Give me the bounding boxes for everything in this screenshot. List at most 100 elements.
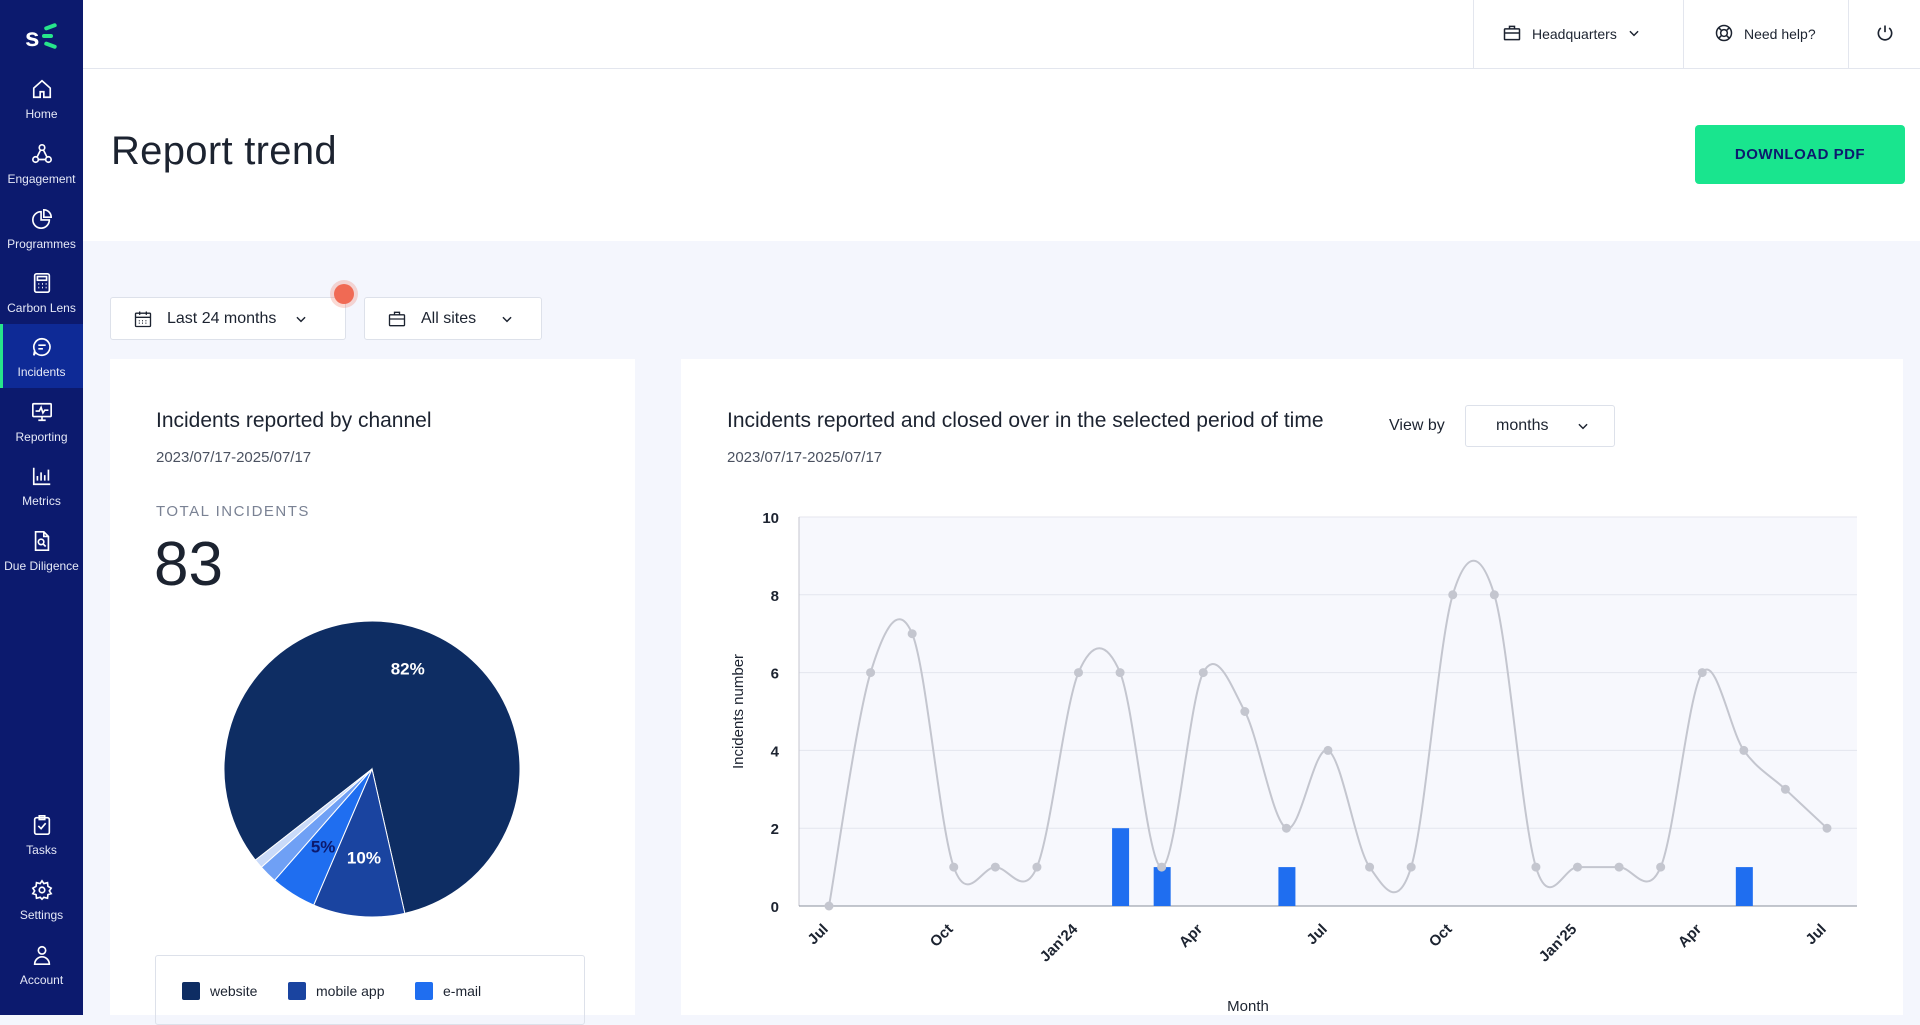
sidebar-item-reporting[interactable]: Reporting — [0, 389, 83, 453]
y-axis-label: Incidents number — [730, 654, 747, 769]
document-search-icon — [29, 528, 55, 554]
period-filter[interactable]: Last 24 months — [110, 297, 346, 340]
line-point — [907, 629, 917, 639]
sidebar-item-home[interactable]: Home — [0, 66, 83, 130]
y-tick-label: 4 — [771, 743, 780, 760]
user-icon — [29, 942, 55, 968]
location-selector[interactable]: Headquarters — [1473, 0, 1683, 68]
notification-dot — [334, 284, 354, 304]
sidebar-item-label: Due Diligence — [4, 558, 79, 573]
line-point — [1780, 784, 1790, 794]
bar — [1278, 867, 1296, 906]
network-icon — [29, 141, 55, 167]
bar — [1735, 867, 1753, 906]
y-tick-label: 10 — [762, 510, 779, 527]
chevron-down-icon — [1576, 419, 1590, 433]
sidebar-item-incidents[interactable]: Incidents — [0, 324, 83, 388]
line-point — [1697, 668, 1707, 678]
x-tick-label: Apr — [1176, 921, 1206, 951]
sidebar-item-label: Home — [25, 106, 58, 121]
x-tick-label: Oct — [1426, 921, 1456, 951]
line-point — [1198, 668, 1208, 678]
location-label: Headquarters — [1532, 26, 1617, 42]
sidebar-item-label: Incidents — [17, 364, 66, 379]
x-tick-label: Jul — [1303, 921, 1330, 948]
sidebar-item-metrics[interactable]: Metrics — [0, 453, 83, 517]
y-tick-label: 0 — [771, 899, 779, 916]
line-point — [1448, 590, 1458, 600]
x-tick-label: Jul — [1802, 921, 1829, 948]
line-point — [1240, 707, 1250, 716]
pie-chart-icon — [29, 206, 55, 232]
top-bar: Headquarters Need help? — [83, 0, 1920, 69]
line-point — [866, 668, 876, 678]
view-by-select[interactable]: months — [1465, 405, 1615, 447]
trend-card: Incidents reported and closed over in th… — [681, 359, 1903, 1015]
x-tick-label: Jul — [804, 921, 831, 948]
legend-label: mobile app — [316, 983, 385, 999]
calendar-icon — [133, 309, 153, 329]
sidebar-item-tasks[interactable]: Tasks — [0, 802, 83, 866]
trend-card-title: Incidents reported and closed over in th… — [727, 409, 1324, 432]
plot-area — [799, 517, 1857, 906]
home-icon — [29, 76, 55, 102]
power-icon — [1875, 23, 1895, 46]
x-tick-label: Jan'24 — [1037, 920, 1082, 965]
gear-icon — [29, 877, 55, 903]
page-title: Report trend — [111, 129, 337, 173]
legend-item-mobile-app: mobile app — [288, 982, 385, 1000]
sidebar-item-account[interactable]: Account — [0, 932, 83, 996]
legend-item-website: website — [182, 982, 257, 1000]
help-button[interactable]: Need help? — [1683, 0, 1848, 68]
line-point — [1157, 862, 1167, 872]
sidebar-item-label: Engagement — [7, 171, 76, 186]
sidebar-item-due-diligence[interactable]: Due Diligence — [0, 518, 83, 582]
chat-icon — [29, 334, 55, 360]
line-point — [1531, 862, 1541, 872]
chevron-down-icon — [500, 312, 514, 326]
monitor-chart-icon — [29, 399, 55, 425]
bar-chart-icon — [29, 463, 55, 489]
series-line — [828, 560, 1828, 907]
line-point — [1614, 862, 1624, 872]
sidebar-item-carbon-lens[interactable]: Carbon Lens — [0, 260, 83, 324]
view-by-label: View by — [1389, 417, 1445, 434]
x-tick-label: Jan'25 — [1536, 921, 1581, 966]
sidebar-item-label: Account — [19, 972, 64, 987]
line-point — [990, 862, 1000, 872]
total-incidents-label: TOTAL INCIDENTS — [156, 503, 310, 520]
pie-chart: 82% 10% 5% — [223, 620, 521, 918]
legend-item-email: e-mail — [415, 982, 481, 1000]
sidebar-item-label: Carbon Lens — [7, 300, 76, 315]
sidebar-item-engagement[interactable]: Engagement — [0, 131, 83, 195]
y-tick-label: 2 — [771, 821, 779, 838]
sidebar-item-label: Reporting — [15, 429, 68, 444]
line-point — [1281, 823, 1291, 833]
pie-slice — [254, 768, 373, 868]
sites-filter[interactable]: All sites — [364, 297, 542, 340]
line-point — [1115, 668, 1125, 678]
total-incidents-value: 83 — [154, 530, 223, 599]
line-point — [1365, 862, 1375, 872]
download-pdf-button[interactable]: DOWNLOAD PDF — [1695, 125, 1905, 184]
pie-data-label: 82% — [391, 660, 425, 679]
line-point — [1822, 823, 1832, 833]
sidebar-item-label: Metrics — [22, 493, 61, 508]
bar — [1112, 828, 1130, 906]
line-point — [1074, 668, 1083, 678]
trend-chart: 0 2 4 6 8 10 Jul Oct Jan'24 Apr Jul Oct Jan'25 Apr Jul… — [730, 510, 1857, 1015]
sidebar: s Home Engagement Programmes Carbon Lens… — [0, 0, 83, 1015]
sidebar-item-programmes[interactable]: Programmes — [0, 196, 83, 260]
period-filter-label: Last 24 months — [167, 309, 277, 327]
brand-logo[interactable]: s — [0, 14, 83, 58]
sidebar-item-settings[interactable]: Settings — [0, 867, 83, 931]
sites-filter-label: All sites — [421, 309, 477, 327]
legend-swatch — [182, 982, 200, 1000]
pie-data-label: 5% — [311, 838, 336, 857]
help-label: Need help? — [1744, 26, 1816, 42]
logout-button[interactable] — [1848, 0, 1920, 68]
pie-data-label: 10% — [347, 848, 381, 867]
briefcase-icon — [387, 309, 407, 329]
pie-slice — [313, 767, 406, 918]
channel-card: Incidents reported by channel 2023/07/17… — [110, 359, 635, 1025]
